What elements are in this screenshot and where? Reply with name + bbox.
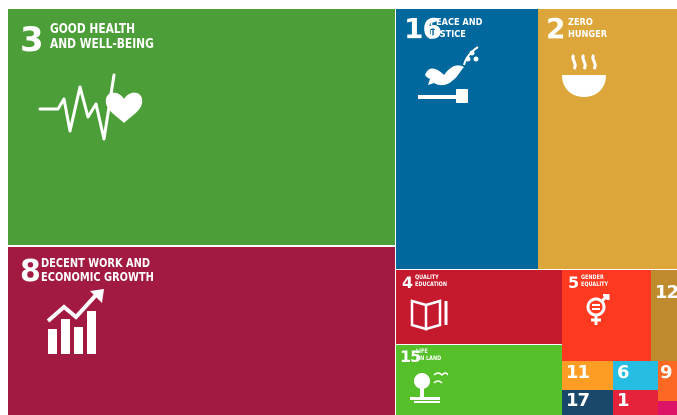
sdg-goal-number: 5 [568, 273, 579, 292]
sdg-goal-label: LIFE ON LAND [416, 348, 442, 362]
sdg-tile-5: 5 GENDER EQUALITY [562, 270, 651, 361]
bowl-icon [558, 51, 610, 103]
sdg-goal-label: ZERO HUNGER [568, 17, 608, 40]
sdg-goal-number: 4 [402, 273, 413, 292]
sdg-tile-extra [658, 401, 677, 415]
gender-icon [582, 293, 610, 326]
sdg-goal-number: 15 [400, 347, 421, 366]
sdg-goal-number: 17 [566, 390, 590, 411]
sdg-tile-11: 11 [562, 361, 613, 390]
sdg-goal-number: 3 [20, 20, 44, 60]
growth-chart-icon [46, 289, 106, 354]
dove-gavel-icon [416, 45, 484, 107]
sdg-goal-number: 12 [655, 282, 677, 303]
sdg-goal-number: 16 [404, 12, 442, 45]
sdg-goal-number: 8 [20, 254, 41, 289]
sdg-tile-16: 16 PEACE AND JUSTICE [396, 9, 538, 269]
sdg-goal-number: 1 [617, 390, 629, 411]
sdg-goal-number: 6 [617, 362, 629, 383]
sdg-goal-label: DECENT WORK AND ECONOMIC GROWTH [41, 256, 154, 284]
sdg-tile-3: 3 GOOD HEALTH AND WELL-BEING [8, 9, 395, 245]
sdg-tile-17: 17 [562, 390, 613, 415]
tree-icon [410, 369, 449, 403]
sdg-goal-label: PEACE AND JUSTICE [430, 17, 483, 40]
sdg-tile-2: 2 ZERO HUNGER [538, 9, 677, 269]
sdg-goal-number: 9 [660, 362, 672, 383]
sdg-tile-4: 4 QUALITY EDUCATION [396, 270, 562, 344]
sdg-goal-number: 11 [566, 362, 590, 383]
sdg-goal-label: GOOD HEALTH AND WELL-BEING [50, 22, 154, 52]
sdg-tile-1: 1 [613, 390, 658, 415]
sdg-goal-label: GENDER EQUALITY [581, 274, 609, 288]
sdg-tile-8: 8 DECENT WORK AND ECONOMIC GROWTH [8, 247, 395, 415]
sdg-tile-12: 12 [651, 270, 677, 361]
heartbeat-icon [38, 69, 143, 144]
sdg-tile-9: 9 [658, 361, 677, 401]
book-icon [408, 295, 450, 333]
sdg-goal-number: 2 [546, 12, 566, 45]
sdg-tile-15: 15 LIFE ON LAND [396, 345, 562, 415]
sdg-tile-6: 6 [613, 361, 658, 390]
sdg-goal-label: QUALITY EDUCATION [415, 274, 447, 288]
